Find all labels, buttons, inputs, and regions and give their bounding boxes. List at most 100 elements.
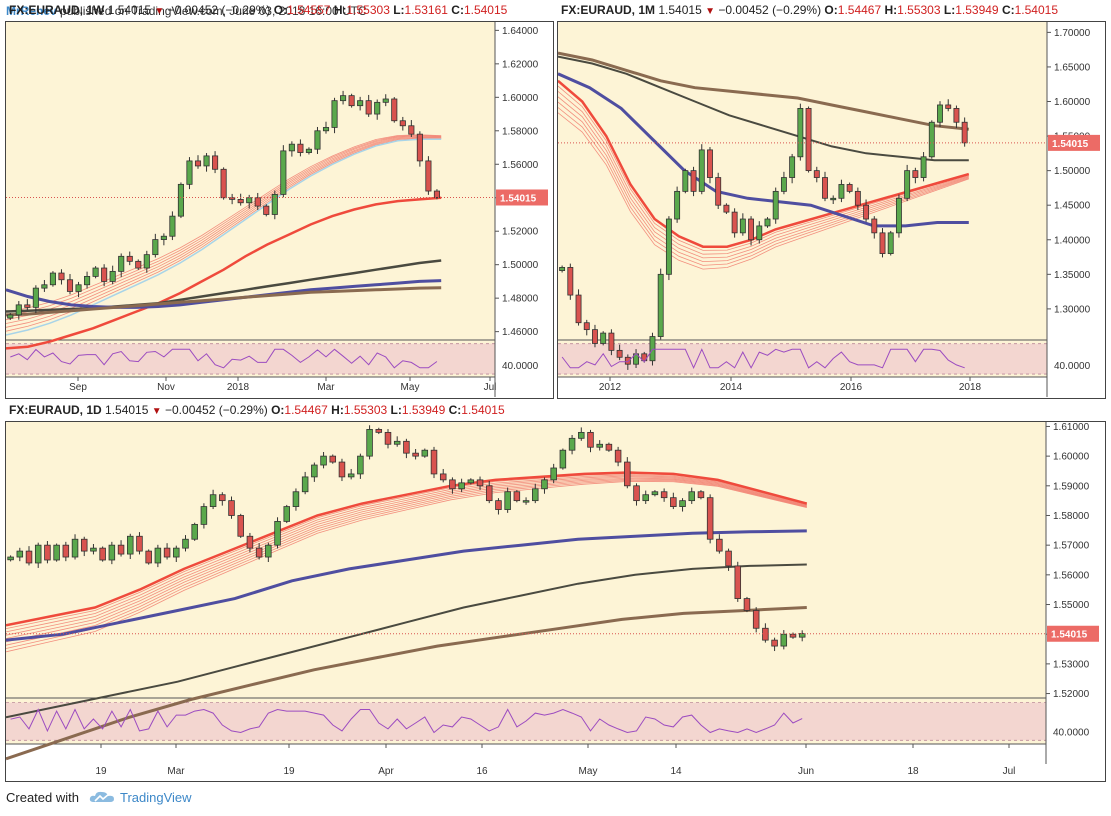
candle	[365, 100, 372, 115]
candle	[246, 197, 253, 204]
candle	[322, 127, 330, 132]
weekly-chart-svg[interactable]: 1.64000 1.62000 1.60000 1.58000 1.56000 1.540…	[5, 22, 553, 398]
y-tick-label: 1.57000	[1053, 541, 1090, 552]
moving-average-line	[5, 196, 442, 350]
candle	[633, 485, 640, 502]
last-price: 1.54015	[107, 3, 152, 17]
price-pane-background	[6, 22, 495, 340]
candle	[567, 267, 574, 296]
x-tick-label: 2012	[599, 382, 622, 393]
candle	[348, 95, 355, 107]
candle	[764, 218, 771, 227]
candle	[928, 121, 935, 158]
candle	[863, 204, 870, 220]
candle	[305, 148, 312, 153]
candle	[44, 544, 51, 561]
candle	[780, 633, 788, 647]
daily-chart-svg[interactable]: 1.61000 1.60000 1.59000 1.58000 1.57000 1.560…	[5, 422, 1105, 781]
candle	[314, 130, 321, 150]
weekly-chart-panel[interactable]: FX:EURAUD, 1W 1.54015 ▼ −0.00452 (−0.29%…	[5, 3, 554, 399]
candle	[904, 170, 911, 199]
y-tick-label: 1.48000	[502, 294, 539, 305]
candle	[642, 494, 649, 502]
y-tick-label: 1.50000	[502, 260, 539, 271]
candle	[25, 550, 33, 564]
x-tick-label: May	[401, 382, 420, 393]
last-price-tag	[1047, 625, 1099, 642]
x-tick-label: 16	[476, 766, 488, 777]
monthly-chart-panel[interactable]: FX:EURAUD, 1M 1.54015 ▼ −0.00452 (−0.29%…	[557, 3, 1106, 399]
candle	[583, 322, 590, 331]
candle	[24, 304, 31, 308]
x-tick-label: Apr	[378, 766, 394, 777]
candle	[716, 538, 723, 552]
x-tick-label: May	[579, 766, 598, 777]
candle	[186, 160, 193, 185]
candle	[879, 232, 886, 254]
created-with-label: Created with	[6, 790, 79, 805]
tradingview-cloud-icon	[89, 791, 114, 802]
candle	[399, 120, 406, 127]
candle	[41, 284, 48, 289]
monthly-chart-svg[interactable]: 1.700001.650001.600001.550001.500001.450…	[557, 22, 1105, 398]
down-arrow-icon: ▼	[154, 6, 165, 17]
x-tick-label: 2018	[227, 382, 250, 393]
candle	[412, 452, 419, 457]
moving-average-line	[5, 529, 807, 642]
candle	[439, 473, 447, 481]
candle	[596, 443, 603, 448]
candle	[670, 497, 677, 507]
candle	[813, 170, 820, 178]
candle	[660, 491, 668, 499]
candle	[163, 547, 171, 558]
ema-ribbon-line	[5, 474, 807, 633]
candle	[797, 108, 804, 158]
candle	[715, 177, 722, 206]
author-name[interactable]: MrRenev	[6, 4, 57, 18]
candle	[126, 255, 133, 262]
ema-ribbon-line	[5, 477, 807, 643]
candle	[433, 190, 440, 198]
ema-ribbon-line	[5, 135, 442, 321]
daily-chart-panel[interactable]: FX:EURAUD, 1D 1.54015 ▼ −0.00452 (−0.29%…	[5, 403, 1106, 782]
candle	[283, 506, 290, 522]
candle	[16, 550, 24, 558]
candle	[458, 482, 465, 490]
x-tick-label: Jul	[484, 382, 497, 393]
x-tick-label: 2018	[959, 382, 982, 393]
x-tick-label: 2016	[840, 382, 863, 393]
candle	[805, 108, 812, 172]
y-tick-label: 1.59000	[1053, 481, 1090, 492]
candle	[731, 211, 738, 234]
candle	[246, 535, 254, 549]
candle	[160, 235, 167, 240]
down-arrow-icon: ▼	[151, 406, 162, 417]
ema-ribbon-line	[5, 475, 807, 636]
candle	[513, 491, 521, 502]
price-change: −0.00452 (−0.29%)	[167, 3, 271, 17]
candle	[203, 155, 210, 167]
candle	[706, 497, 714, 540]
open-value: 1.54467	[837, 3, 882, 17]
candle	[32, 287, 39, 308]
y-tick-label: 1.62000	[502, 59, 539, 70]
candle	[219, 494, 226, 502]
candle	[263, 205, 270, 215]
rsi-line	[561, 348, 965, 370]
candle	[772, 190, 779, 220]
x-tick-label: 2014	[720, 382, 743, 393]
candle	[425, 160, 432, 192]
candle	[118, 255, 125, 272]
candle	[887, 232, 894, 254]
candle	[895, 197, 902, 234]
daily-chart-title: FX:EURAUD, 1D 1.54015 ▼ −0.00452 (−0.29%…	[9, 403, 505, 417]
tradingview-link[interactable]: TradingView	[120, 790, 192, 805]
candle	[854, 190, 861, 206]
y-tick-label: 1.56000	[502, 160, 539, 171]
candle	[476, 479, 484, 487]
y-tick-label: 1.35000	[1054, 270, 1091, 281]
x-tick-label: Sep	[69, 382, 87, 393]
candle	[651, 491, 659, 496]
candle	[374, 101, 381, 115]
candle	[682, 170, 689, 192]
